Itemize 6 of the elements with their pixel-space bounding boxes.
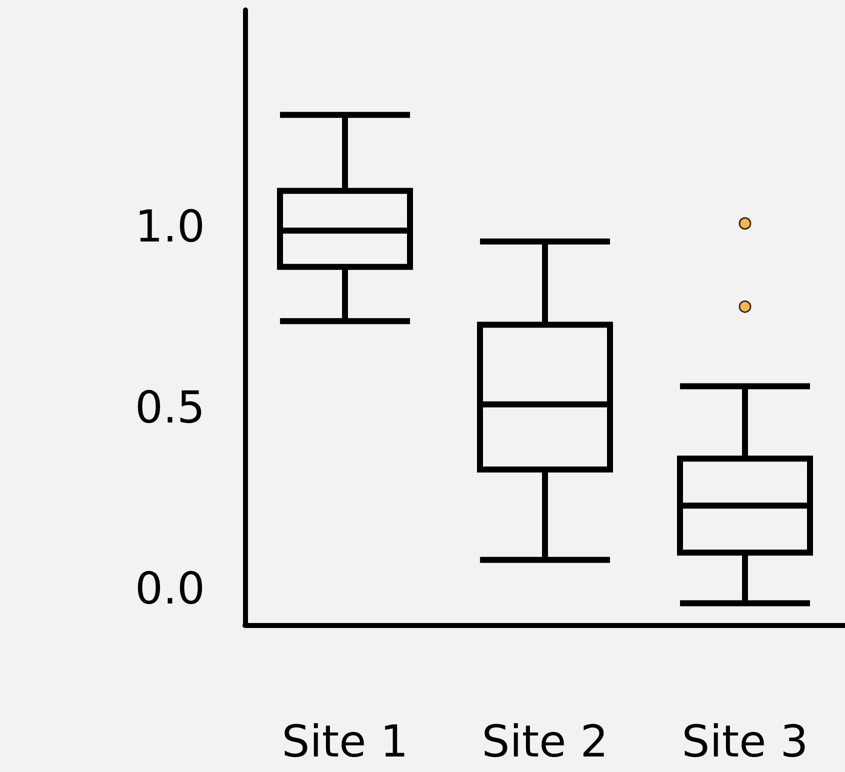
y-tick-label: 1.0	[135, 202, 205, 253]
x-tick-label: Site 2	[482, 716, 608, 768]
x-tick-label: Site 1	[282, 716, 408, 768]
x-tick-label: Site 3	[682, 716, 808, 768]
y-tick-label: 0.0	[135, 563, 205, 614]
y-tick-label: 0.5	[135, 382, 205, 434]
